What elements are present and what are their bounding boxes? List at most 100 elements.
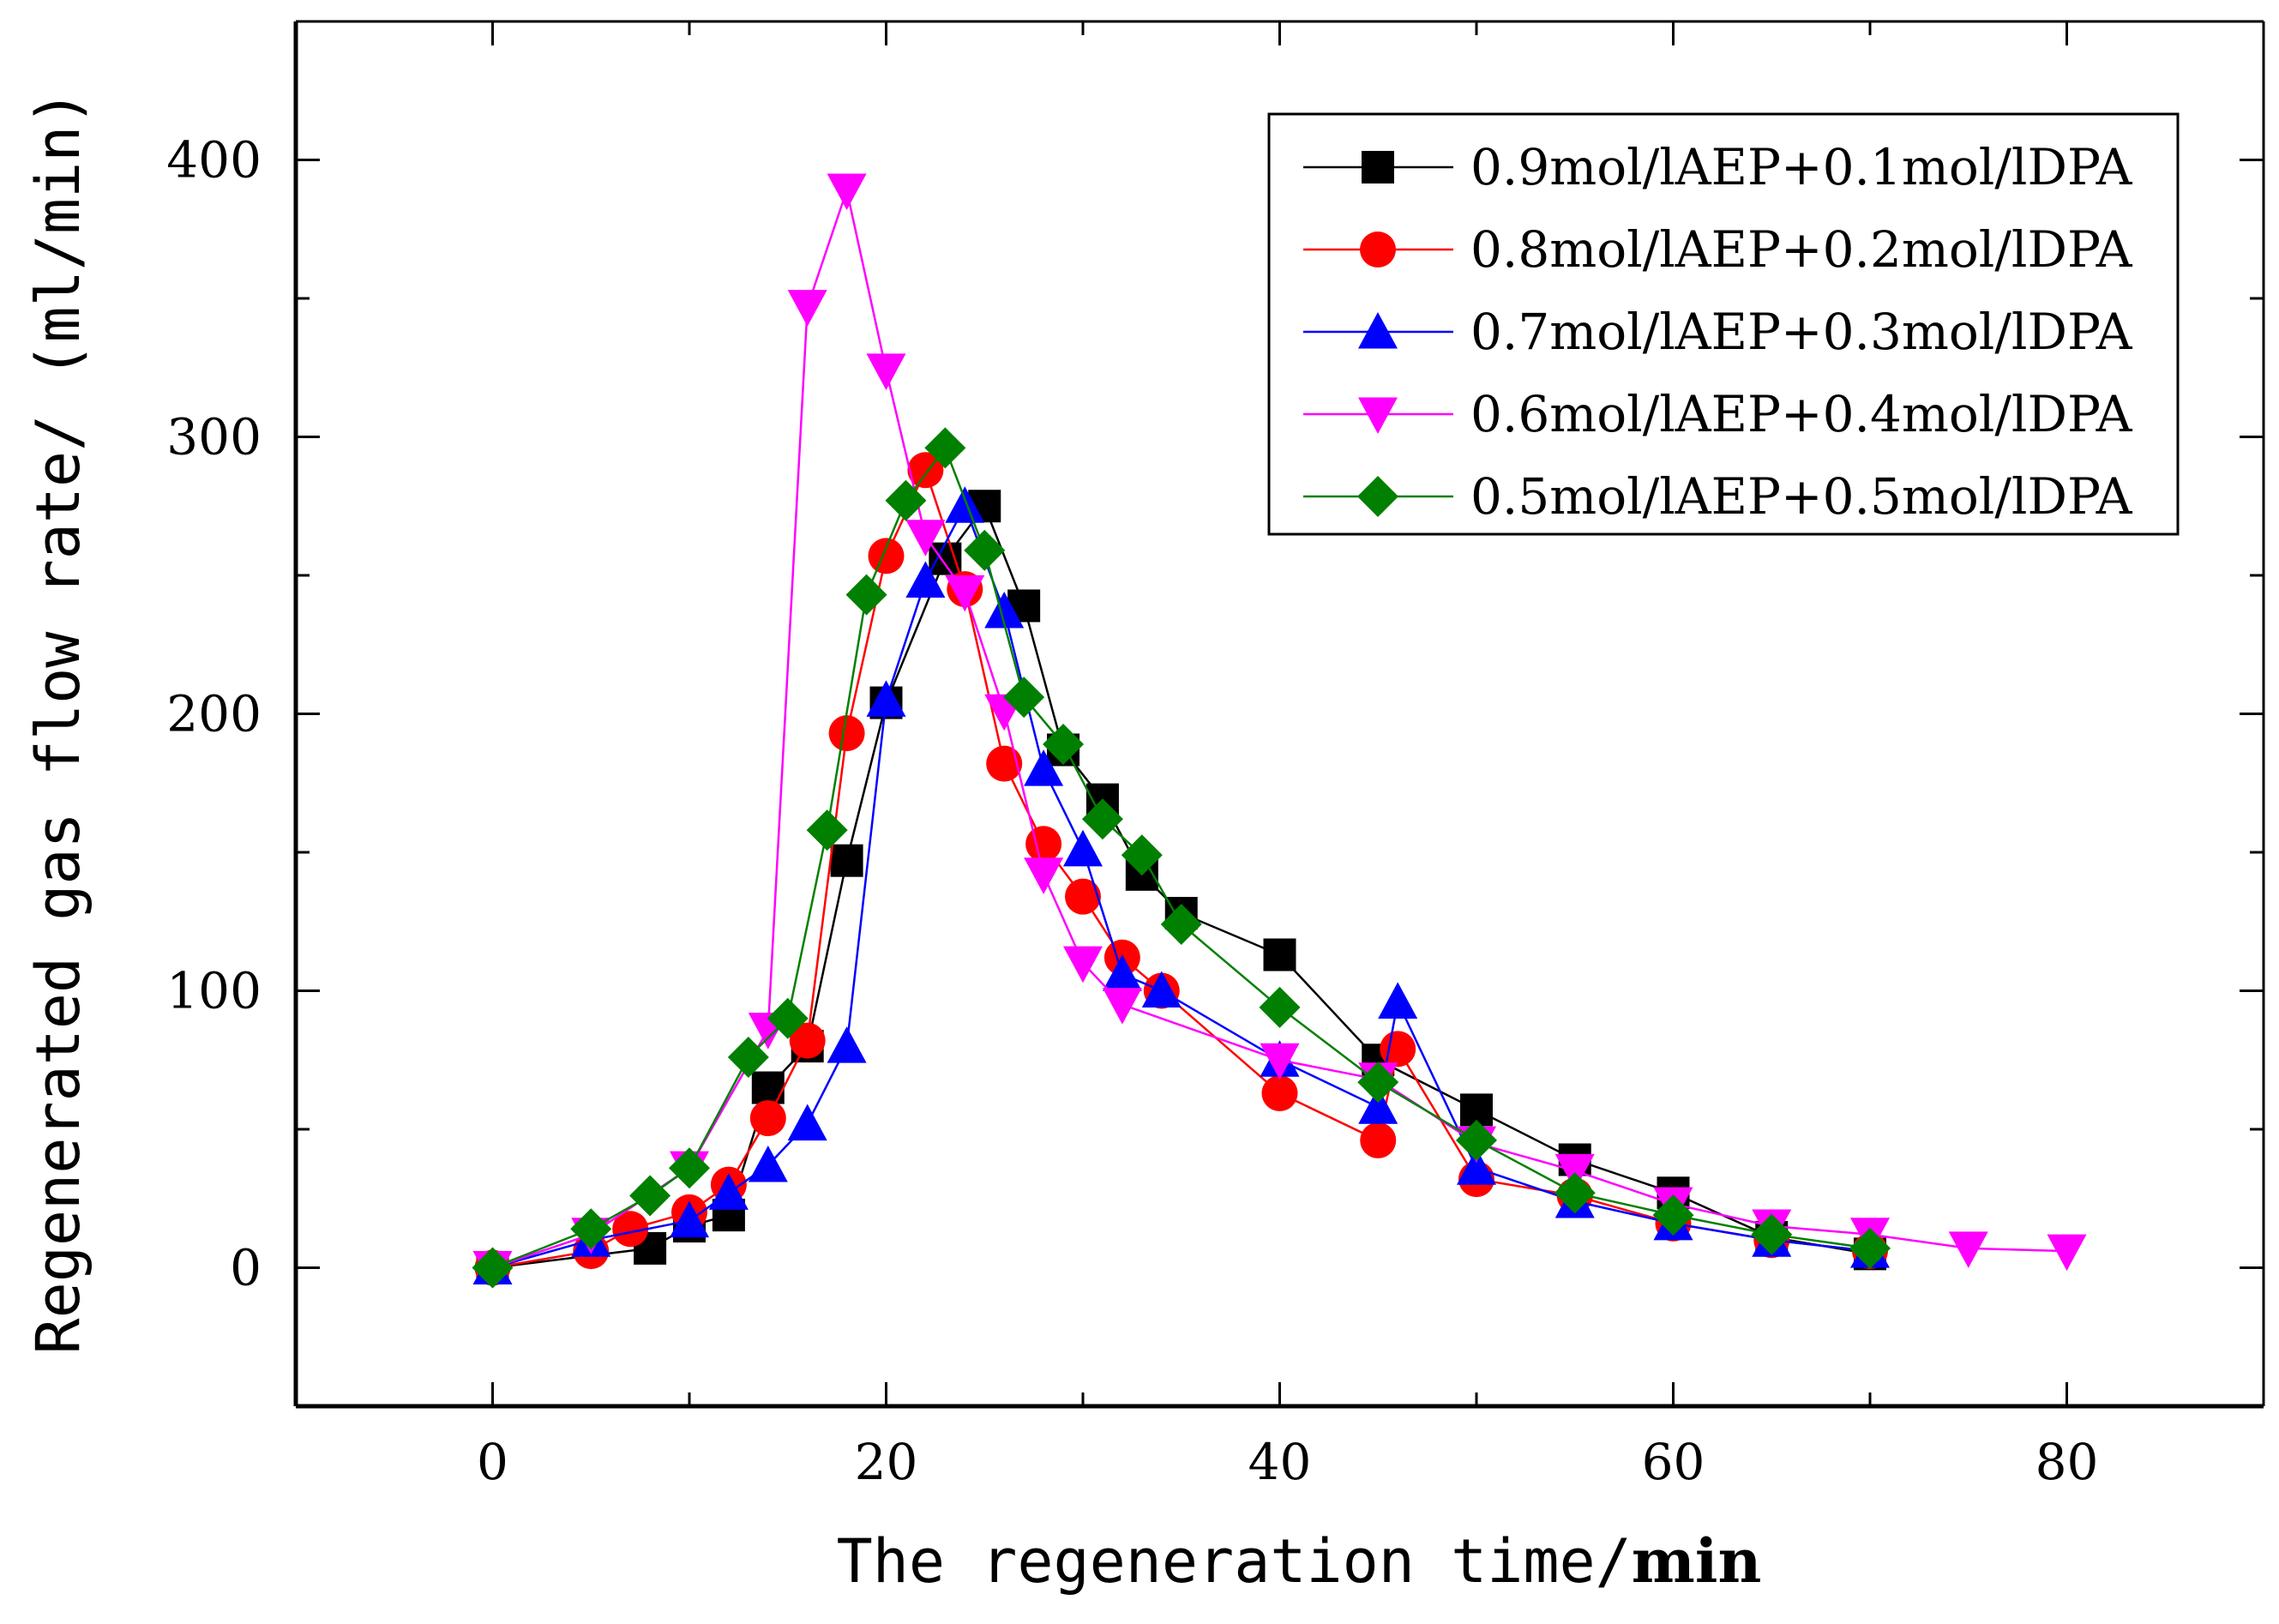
x-tick-label: 80	[2035, 1433, 2099, 1491]
series-5-point	[1652, 1194, 1694, 1236]
y-tick-label: 200	[166, 685, 262, 743]
series-5-point	[727, 1037, 769, 1079]
legend-label: 0.6mol/lAEP+0.4mol/lDPA	[1470, 385, 2133, 443]
y-tick-label: 400	[166, 131, 262, 189]
legend-label: 0.7mol/lAEP+0.3mol/lDPA	[1470, 303, 2133, 361]
series-2-point	[1360, 1122, 1397, 1158]
legend-marker	[1357, 476, 1398, 517]
series-3-point	[748, 1145, 788, 1182]
series-5-point	[1554, 1172, 1596, 1214]
legend-marker	[1358, 397, 1398, 434]
series-5-point	[1849, 1227, 1891, 1269]
series-4-point	[1063, 946, 1103, 983]
legend-label: 0.8mol/lAEP+0.2mol/lDPA	[1470, 220, 2133, 279]
series-5-point	[629, 1175, 671, 1217]
series-5-point	[1456, 1119, 1497, 1161]
legend-box	[1267, 112, 2180, 536]
series-3-point	[787, 1104, 827, 1141]
series-5-point	[845, 574, 887, 616]
series-2-point	[1261, 1075, 1298, 1112]
legend-marker	[1360, 232, 1396, 268]
x-axis-title-unit: min	[1632, 1525, 1762, 1597]
y-axis-title: Regenerated gas flow rate/ (ml/min)	[23, 89, 93, 1354]
legend-entry-4: 0.6mol/lAEP+0.4mol/lDPA	[1303, 385, 2133, 443]
series-4-point	[905, 520, 946, 556]
series-4-point	[945, 574, 985, 612]
series-4-point	[1554, 1153, 1595, 1191]
series-2-point	[1025, 826, 1062, 863]
series-4-point	[1102, 988, 1142, 1025]
y-tick-label: 100	[166, 962, 262, 1020]
x-tick-label: 40	[1248, 1433, 1312, 1491]
series-5-point	[669, 1147, 710, 1189]
series-4-point	[1260, 1043, 1300, 1080]
series-3-point	[945, 486, 985, 523]
legend-entry-2: 0.8mol/lAEP+0.2mol/lDPA	[1303, 220, 2133, 279]
series-2-point	[986, 745, 1023, 782]
x-axis-title-prefix: The regeneration time/	[837, 1526, 1632, 1597]
series-5-point	[767, 997, 809, 1039]
series-2-point	[789, 1022, 826, 1059]
series-5-point	[1043, 724, 1085, 766]
series-2-point	[612, 1211, 649, 1248]
series-5-point	[472, 1247, 514, 1289]
series-5-point	[1121, 834, 1163, 876]
series-3-point	[1141, 971, 1182, 1008]
series-3-point	[827, 1026, 867, 1063]
series-2-point	[868, 538, 905, 574]
series-3-point	[1358, 1087, 1398, 1124]
plot-area	[472, 173, 2087, 1289]
series-4-point	[827, 173, 867, 211]
series-3-point	[1457, 1148, 1496, 1185]
series-2-point	[1065, 878, 1101, 915]
series-3-point	[1063, 829, 1103, 867]
series-4-line	[492, 186, 2067, 1269]
series-5-point	[570, 1208, 612, 1250]
series-5-point	[1357, 1062, 1399, 1104]
legend-label: 0.5mol/lAEP+0.5mol/lDPA	[1470, 467, 2133, 526]
x-axis-title: The regeneration time/min	[837, 1525, 1762, 1597]
series-4-point	[1948, 1231, 1988, 1268]
series-2-point	[749, 1100, 786, 1137]
series-3-point	[905, 561, 946, 598]
series-5-point	[1259, 986, 1301, 1028]
series-4-point	[2047, 1234, 2087, 1272]
series-3	[472, 486, 1890, 1285]
series-5-point	[1003, 677, 1045, 719]
legend: 0.9mol/lAEP+0.1mol/lDPA 0.8mol/lAEP+0.2mo…	[1267, 112, 2180, 536]
y-tick-label: 0	[230, 1239, 262, 1297]
series-2-point	[828, 715, 865, 752]
axes: 0 20 40 60 80 0 100 200 300 400	[166, 20, 2265, 1491]
x-tick-label: 20	[855, 1433, 918, 1491]
legend-entry-1: 0.9mol/lAEP+0.1mol/lDPA	[1303, 138, 2133, 196]
legend-entry-3: 0.7mol/lAEP+0.3mol/lDPA	[1303, 303, 2133, 361]
series-3-point	[866, 680, 906, 717]
series-2-point	[1380, 1031, 1416, 1068]
series-5-point	[885, 479, 927, 521]
x-tick-label: 0	[477, 1433, 508, 1491]
legend-marker	[1362, 151, 1394, 183]
series-1-point	[830, 844, 863, 877]
x-tick-label: 60	[1642, 1433, 1705, 1491]
series-3-point	[1102, 954, 1142, 991]
legend-entry-5: 0.5mol/lAEP+0.5mol/lDPA	[1303, 467, 2133, 526]
series-4-point	[866, 353, 906, 390]
series-5-point	[1081, 798, 1123, 840]
series-3-point	[1024, 749, 1064, 786]
series-3-point	[670, 1200, 709, 1238]
series-5-point	[924, 427, 966, 469]
series-5	[472, 427, 1891, 1289]
series-3-point	[708, 1173, 749, 1210]
series-5-point	[1160, 903, 1202, 945]
series-5-point	[964, 529, 1006, 571]
legend-marker	[1358, 312, 1398, 349]
series-1-point	[751, 1071, 785, 1104]
series-1-point	[1263, 938, 1296, 971]
legend-label: 0.9mol/lAEP+0.1mol/lDPA	[1470, 138, 2133, 196]
series-5-point	[1751, 1213, 1793, 1255]
y-tick-label: 300	[166, 408, 262, 466]
series-5-point	[806, 809, 848, 851]
series-3-point	[1378, 982, 1418, 1019]
